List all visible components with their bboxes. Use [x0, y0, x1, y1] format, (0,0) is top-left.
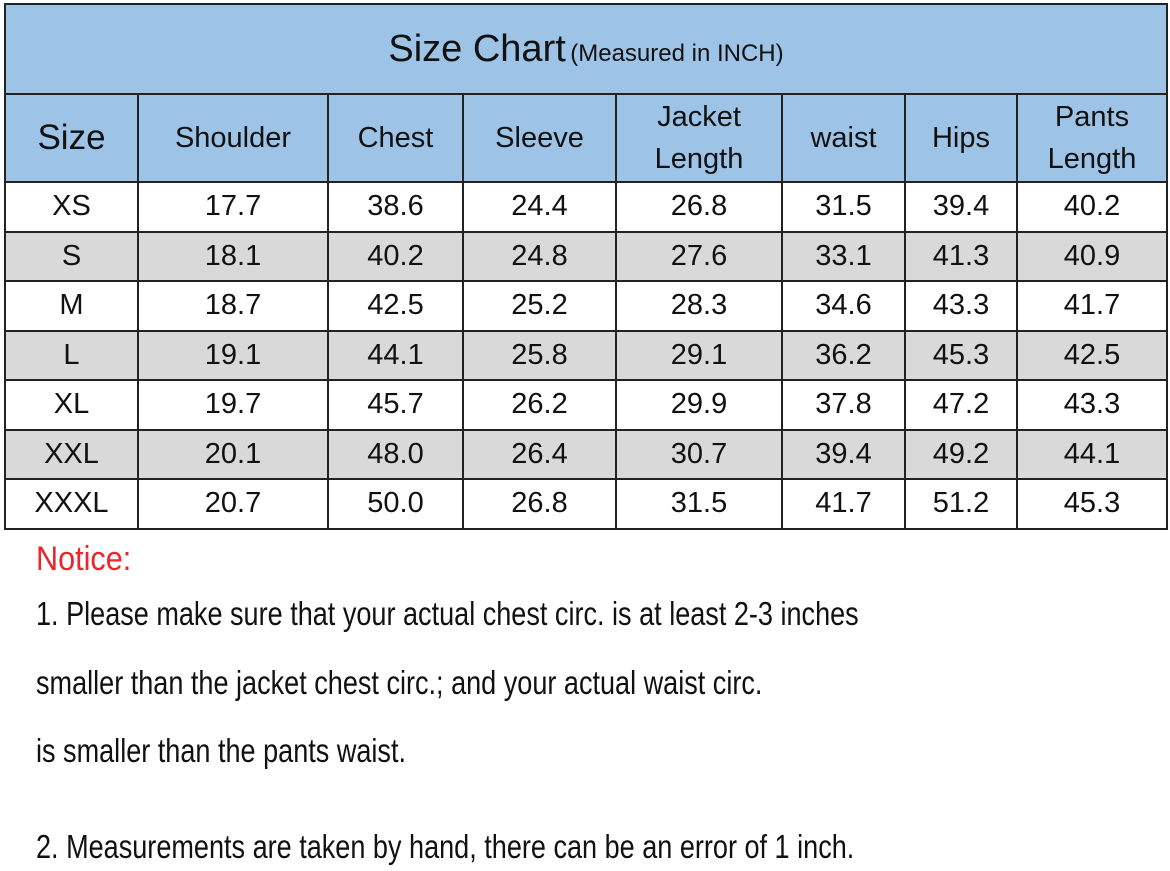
- measurement-cell: 47.2: [904, 379, 1018, 431]
- measurement-cell: 39.4: [781, 428, 906, 480]
- measurement-cell: 38.6: [327, 181, 464, 233]
- measurement-cell: 48.0: [327, 428, 464, 480]
- measurement-cell: 43.3: [904, 280, 1018, 332]
- table-row: S 18.1 40.2 24.8 27.6 33.1 41.3 40.9: [4, 230, 1168, 282]
- notice-line-3: is smaller than the pants waist.: [36, 732, 406, 769]
- size-cell: XXL: [4, 428, 139, 480]
- measurement-cell: 44.1: [1016, 428, 1168, 480]
- table-row: XL 19.7 45.7 26.2 29.9 37.8 47.2 43.3: [4, 379, 1168, 431]
- size-cell: XS: [4, 181, 139, 233]
- header-row: Size Shoulder Chest Sleeve Jacket Length waist…: [4, 93, 1168, 183]
- measurement-cell: 20.1: [137, 428, 329, 480]
- notice-label: Notice:: [36, 540, 132, 578]
- size-cell: L: [4, 329, 139, 381]
- title-subtitle: (Measured in INCH): [570, 39, 784, 67]
- measurement-cell: 30.7: [615, 428, 783, 480]
- measurement-cell: 41.7: [1016, 280, 1168, 332]
- size-chart-table: Size Chart (Measured in INCH) Size Should…: [4, 3, 1168, 530]
- column-header: Pants Length: [1016, 93, 1168, 183]
- measurement-cell: 41.3: [904, 230, 1018, 282]
- column-header: Sleeve: [462, 93, 617, 183]
- table-row: XXL 20.1 48.0 26.4 30.7 39.4 49.2 44.1: [4, 428, 1168, 480]
- title-main: Size Chart: [388, 27, 566, 70]
- measurement-cell: 44.1: [327, 329, 464, 381]
- measurement-cell: 19.1: [137, 329, 329, 381]
- measurement-cell: 40.9: [1016, 230, 1168, 282]
- measurement-cell: 45.3: [904, 329, 1018, 381]
- measurement-cell: 24.4: [462, 181, 617, 233]
- notice-line-2: smaller than the jacket chest circ.; and…: [36, 664, 763, 701]
- measurement-cell: 33.1: [781, 230, 906, 282]
- measurement-cell: 25.2: [462, 280, 617, 332]
- table-row: L 19.1 44.1 25.8 29.1 36.2 45.3 42.5: [4, 329, 1168, 381]
- measurement-cell: 39.4: [904, 181, 1018, 233]
- size-cell: S: [4, 230, 139, 282]
- measurement-cell: 42.5: [327, 280, 464, 332]
- measurement-cell: 40.2: [1016, 181, 1168, 233]
- measurement-cell: 17.7: [137, 181, 329, 233]
- measurement-cell: 25.8: [462, 329, 617, 381]
- measurement-cell: 40.2: [327, 230, 464, 282]
- column-header: waist: [781, 93, 906, 183]
- size-cell: XXXL: [4, 478, 139, 530]
- measurement-cell: 18.1: [137, 230, 329, 282]
- measurement-cell: 20.7: [137, 478, 329, 530]
- measurement-cell: 50.0: [327, 478, 464, 530]
- measurement-cell: 37.8: [781, 379, 906, 431]
- measurement-cell: 28.3: [615, 280, 783, 332]
- measurement-cell: 26.8: [462, 478, 617, 530]
- column-header: Hips: [904, 93, 1018, 183]
- measurement-cell: 26.4: [462, 428, 617, 480]
- size-cell: XL: [4, 379, 139, 431]
- column-header: Jacket Length: [615, 93, 783, 183]
- size-cell: M: [4, 280, 139, 332]
- table-title: Size Chart (Measured in INCH): [4, 3, 1168, 95]
- measurement-cell: 26.2: [462, 379, 617, 431]
- measurement-cell: 51.2: [904, 478, 1018, 530]
- measurement-cell: 34.6: [781, 280, 906, 332]
- measurement-cell: 26.8: [615, 181, 783, 233]
- measurement-cell: 36.2: [781, 329, 906, 381]
- column-header: Size: [4, 93, 139, 183]
- measurement-cell: 29.9: [615, 379, 783, 431]
- measurement-cell: 31.5: [615, 478, 783, 530]
- measurement-cell: 49.2: [904, 428, 1018, 480]
- notice-line-1: 1. Please make sure that your actual che…: [36, 595, 859, 632]
- column-header: Chest: [327, 93, 464, 183]
- measurement-cell: 27.6: [615, 230, 783, 282]
- measurement-cell: 42.5: [1016, 329, 1168, 381]
- measurement-cell: 41.7: [781, 478, 906, 530]
- measurement-cell: 43.3: [1016, 379, 1168, 431]
- table-row: M 18.7 42.5 25.2 28.3 34.6 43.3 41.7: [4, 280, 1168, 332]
- measurement-cell: 19.7: [137, 379, 329, 431]
- table-row: XXXL 20.7 50.0 26.8 31.5 41.7 51.2 45.3: [4, 478, 1168, 530]
- notice-line-4: 2. Measurements are taken by hand, there…: [36, 828, 855, 865]
- measurement-cell: 24.8: [462, 230, 617, 282]
- measurement-cell: 45.7: [327, 379, 464, 431]
- table-row: XS 17.7 38.6 24.4 26.8 31.5 39.4 40.2: [4, 181, 1168, 233]
- measurement-cell: 29.1: [615, 329, 783, 381]
- measurement-cell: 45.3: [1016, 478, 1168, 530]
- column-header: Shoulder: [137, 93, 329, 183]
- measurement-cell: 31.5: [781, 181, 906, 233]
- measurement-cell: 18.7: [137, 280, 329, 332]
